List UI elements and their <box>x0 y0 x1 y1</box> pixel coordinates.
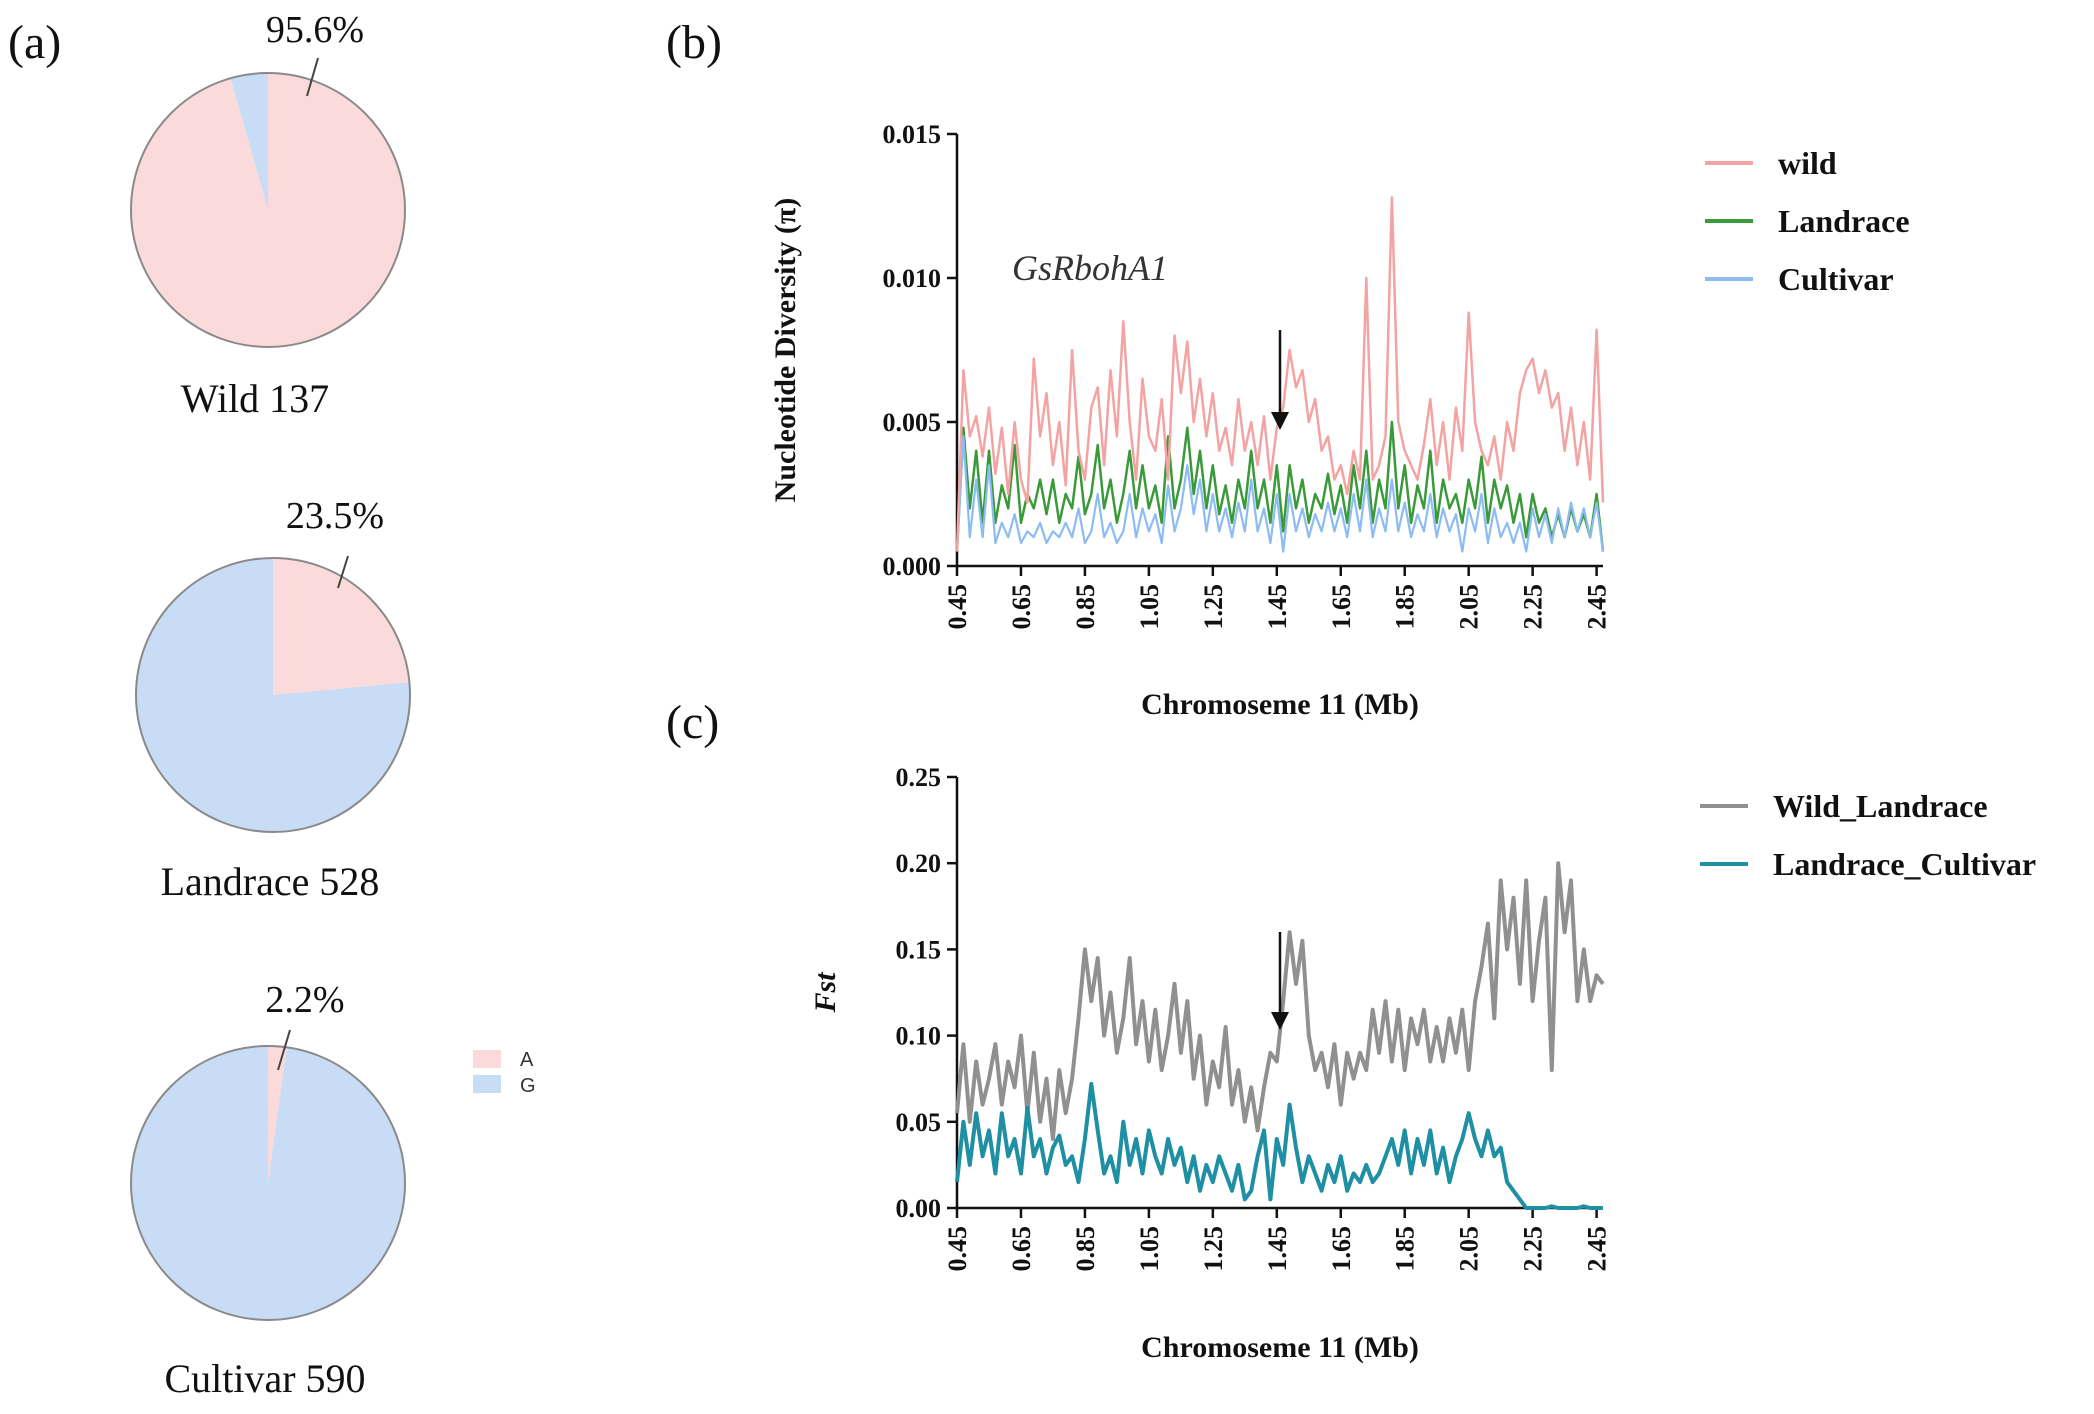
x-tick-label: 1.65 <box>1327 1226 1356 1272</box>
legend-label: wild <box>1778 145 1837 181</box>
y-tick-label: 0.015 <box>883 120 942 149</box>
pie-outline <box>130 1045 406 1321</box>
panel-label-c: (c) <box>666 696 719 749</box>
x-tick-label: 0.45 <box>943 1226 972 1272</box>
y-axis-label: Nucleotide Diversity (π) <box>769 198 802 503</box>
x-tick-label: 1.65 <box>1327 584 1356 630</box>
x-tick-label: 2.25 <box>1519 1226 1548 1272</box>
x-tick-label: 0.45 <box>943 584 972 630</box>
arrow-head-icon <box>1271 1012 1289 1030</box>
pie-slice-g <box>135 558 410 833</box>
legend-swatch-g <box>473 1075 501 1093</box>
pie-title-landrace: Landrace 528 <box>161 859 380 904</box>
series-line-landrace-cultivar <box>955 1081 1603 1210</box>
x-tick-label: 1.25 <box>1199 584 1228 630</box>
pie-percent-wild: 95.6% <box>266 9 364 51</box>
y-tick-label: 0.20 <box>896 849 942 878</box>
x-tick-label: 0.65 <box>1007 1226 1036 1272</box>
gene-annotation: GsRbohA1 <box>1012 248 1168 288</box>
legend-swatch-a <box>473 1050 501 1068</box>
y-tick-label: 0.05 <box>896 1108 942 1137</box>
y-tick-label: 0.10 <box>896 1022 942 1051</box>
pie-title-wild: Wild 137 <box>181 376 329 421</box>
pie-percent-landrace: 23.5% <box>286 495 384 537</box>
pie-percent-cultivar: 2.2% <box>265 979 344 1021</box>
panel-label-b: (b) <box>666 16 722 69</box>
series-line-wild-landrace <box>955 861 1605 1141</box>
pie-leader-line <box>277 1029 291 1071</box>
x-tick-label: 0.85 <box>1071 1226 1100 1272</box>
y-tick-label: 0.25 <box>896 763 942 792</box>
y-tick-label: 0.000 <box>883 552 942 581</box>
x-tick-label: 1.85 <box>1391 1226 1420 1272</box>
pie-slice-a <box>273 558 410 695</box>
pie-slice-g <box>230 73 268 210</box>
x-tick-label: 2.05 <box>1455 584 1484 630</box>
legend-label: Cultivar <box>1778 261 1894 297</box>
pie-outline <box>130 72 406 348</box>
x-tick-label: 0.65 <box>1007 584 1036 630</box>
x-tick-label: 1.85 <box>1391 584 1420 630</box>
x-tick-label: 1.05 <box>1135 1226 1164 1272</box>
x-tick-label: 1.05 <box>1135 584 1164 630</box>
legend-label-a: A <box>520 1049 534 1071</box>
nucleotide-diversity-chart: 0.000 0.005 0.010 0.015 0.45 0.65 0.85 1.05 1.25… <box>769 120 1910 721</box>
x-tick-label: 1.25 <box>1199 1226 1228 1272</box>
x-tick-label: 2.25 <box>1519 584 1548 630</box>
series-line-cultivar <box>955 435 1605 553</box>
x-tick-label: 0.85 <box>1071 584 1100 630</box>
y-tick-label: 0.010 <box>883 264 942 293</box>
series-line-landrace <box>955 420 1605 552</box>
x-tick-label: 2.45 <box>1583 584 1612 630</box>
pie-chart-wild <box>130 57 406 348</box>
pie-chart-cultivar <box>130 1029 406 1321</box>
y-tick-label: 0.005 <box>883 408 942 437</box>
pie-slice-g <box>131 1046 406 1321</box>
y-tick-label: 0.15 <box>896 935 942 964</box>
pie-title-cultivar: Cultivar 590 <box>164 1356 365 1401</box>
x-tick-label: 1.45 <box>1263 584 1292 630</box>
fst-chart: 0.00 0.05 0.10 0.15 0.20 0.25 0.45 0.65 0.85 1.05… <box>809 763 2036 1364</box>
legend-label: Landrace <box>1778 203 1910 239</box>
x-tick-label: 2.05 <box>1455 1226 1484 1272</box>
pie-leader-line <box>337 555 349 589</box>
x-axis-label: Chromoseme 11 (Mb) <box>1141 1331 1419 1364</box>
x-tick-label: 2.45 <box>1583 1226 1612 1272</box>
x-tick-label: 1.45 <box>1263 1226 1292 1272</box>
y-axis-label: Fst <box>809 971 842 1014</box>
pie-slice-a <box>268 1046 287 1183</box>
pie-legend: A G <box>473 1049 536 1097</box>
panel-label-a: (a) <box>8 16 61 69</box>
pie-outline <box>135 557 411 833</box>
x-axis-label: Chromoseme 11 (Mb) <box>1141 688 1419 721</box>
legend-label: Wild_Landrace <box>1773 788 1988 824</box>
legend-label-g: G <box>520 1075 536 1097</box>
arrow-head-icon <box>1271 412 1289 430</box>
legend-label: Landrace_Cultivar <box>1773 846 2036 882</box>
pie-chart-landrace <box>135 555 411 833</box>
y-tick-label: 0.00 <box>896 1194 942 1223</box>
pie-leader-line <box>306 57 319 97</box>
